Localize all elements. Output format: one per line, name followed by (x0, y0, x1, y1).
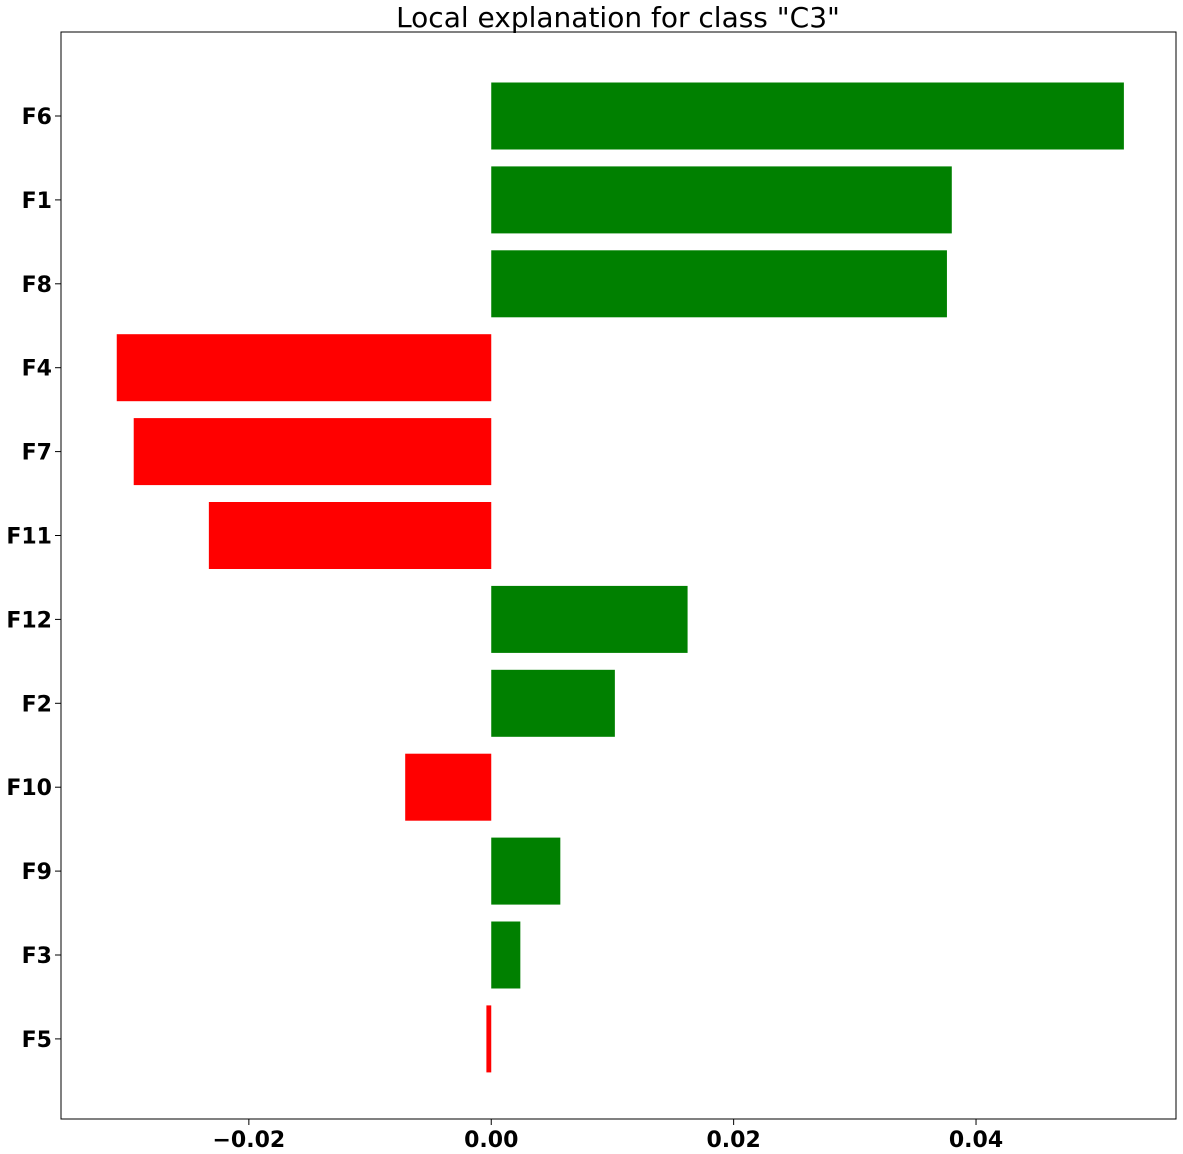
y-tick-label: F9 (22, 860, 52, 885)
bar-f1 (491, 166, 952, 234)
bar-f12 (491, 585, 688, 653)
y-tick-label: F5 (22, 1028, 52, 1053)
bar-f8 (491, 250, 947, 318)
y-axis-ticks: F6 F1 F8 F4 F7 F11 F12 F2 F10 F9 F3 F5 (6, 105, 61, 1053)
y-tick-label: F10 (6, 776, 52, 801)
plot-frame (60, 31, 1177, 1120)
x-tick-label: 0.00 (464, 1128, 518, 1153)
chart-title: Local explanation for class "C3" (396, 1, 840, 34)
bar-f5 (486, 1005, 492, 1073)
y-tick-label: F8 (22, 273, 52, 298)
y-tick-label: F2 (22, 692, 52, 717)
x-tick-label: −0.02 (212, 1128, 285, 1153)
y-tick-label: F7 (22, 441, 52, 466)
bar-f6 (491, 82, 1124, 150)
y-tick-label: F1 (22, 189, 52, 214)
y-tick-label: F11 (6, 525, 52, 550)
x-tick-label: 0.04 (949, 1128, 1003, 1153)
x-axis-ticks: −0.02 0.00 0.02 0.04 (212, 1119, 1003, 1153)
bar-f3 (491, 921, 521, 989)
bar-f2 (491, 669, 615, 737)
y-tick-label: F12 (6, 608, 52, 633)
bars-group (116, 82, 1124, 1073)
bar-f9 (491, 837, 561, 905)
y-tick-label: F3 (22, 944, 52, 969)
bar-f10 (405, 753, 492, 821)
bar-f4 (116, 334, 492, 402)
bar-f7 (133, 418, 492, 486)
y-tick-label: F4 (22, 357, 52, 382)
bar-f11 (208, 502, 492, 569)
y-tick-label: F6 (22, 105, 52, 130)
x-tick-label: 0.02 (706, 1128, 760, 1153)
